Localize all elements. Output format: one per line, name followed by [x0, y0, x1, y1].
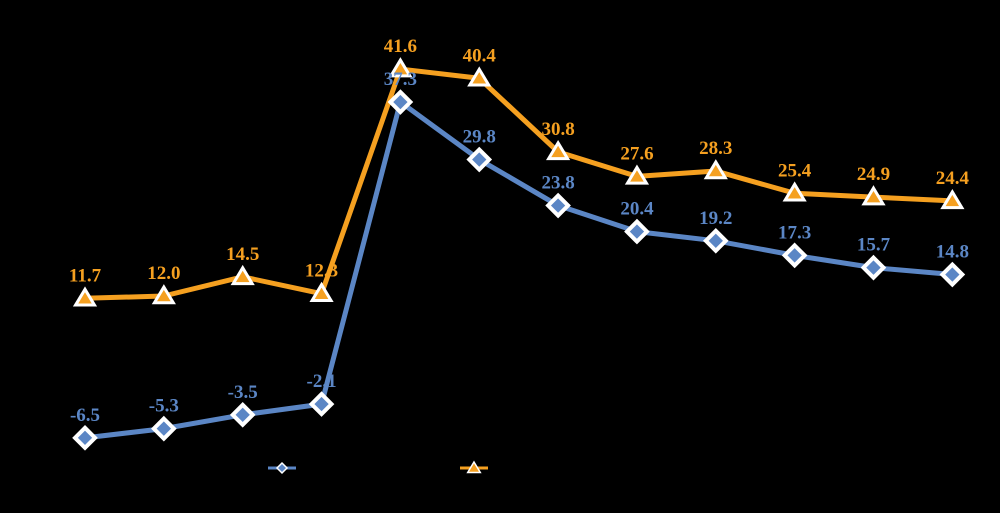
series-0-data-label-6: 23.8: [541, 173, 574, 194]
series-0-data-label-0: -6.5: [70, 405, 100, 426]
series-0-point-2: [229, 402, 256, 428]
series-1-point-3: [309, 281, 334, 302]
series-1-data-label-1: 12.0: [147, 263, 180, 284]
series-1-data-label-3: 12.3: [305, 261, 338, 282]
series-1-data-label-9: 25.4: [778, 160, 812, 181]
series-0-point-5: [466, 146, 493, 173]
series-0-point-0: [72, 425, 98, 451]
series-1-data-label-4: 41.6: [384, 36, 417, 57]
series-1-point-7: [624, 164, 650, 185]
series-0-point-6: [545, 192, 571, 219]
series-0-data-label-5: 29.8: [463, 127, 496, 148]
series-0-data-label-10: 15.7: [857, 235, 891, 256]
legend-swatch-marker-0: [275, 461, 289, 475]
series-1-data-label-8: 28.3: [699, 138, 732, 159]
series-1-point-4: [388, 57, 413, 78]
series-0-line: [82, 99, 955, 441]
series-1-point-2: [230, 264, 255, 286]
legend: [268, 460, 488, 475]
series-1-data-label-5: 40.4: [463, 45, 497, 66]
series-0-data-label-8: 19.2: [699, 208, 732, 229]
series-1-point-6: [546, 139, 571, 161]
series-0-point-11: [939, 261, 966, 288]
series-1-point-5: [467, 66, 492, 87]
series-1-data-label-11: 24.4: [936, 168, 970, 189]
series-1-data-label-7: 27.6: [620, 143, 653, 164]
legend-swatch-marker-1: [466, 460, 482, 474]
series-0-data-label-2: -3.5: [228, 382, 258, 403]
series-0-data-label-1: -5.3: [149, 396, 179, 417]
series-1-line: [82, 66, 955, 301]
series-1-point-10: [861, 185, 886, 206]
series-1-data-label-6: 30.8: [541, 119, 574, 140]
series-1-point-1: [151, 284, 176, 305]
series-0-point-10: [860, 254, 887, 281]
series-1-point-9: [782, 181, 807, 202]
series-1-point-8: [703, 159, 728, 180]
series-layer: -6.5 -5.3 -3.5 -2.1 37.3 29.8 23.8 20.4 19.2 17.3…: [69, 36, 970, 451]
series-0-point-8: [702, 227, 729, 254]
series-0-data-label-7: 20.4: [620, 199, 654, 220]
series-0-data-label-11: 14.8: [936, 242, 969, 263]
series-0-data-label-4: 37.3: [384, 69, 417, 90]
series-0-point-4: [387, 89, 414, 115]
series-1-data-label-10: 24.9: [857, 164, 890, 185]
series-1-point-11: [940, 189, 965, 210]
series-1-point-0: [72, 286, 98, 307]
series-0-data-label-9: 17.3: [778, 222, 811, 243]
series-1-data-label-2: 14.5: [226, 244, 259, 265]
series-0-data-label-3: -2.1: [307, 371, 337, 392]
series-0-point-9: [781, 242, 808, 269]
series-0-point-1: [151, 415, 177, 442]
series-0-point-7: [624, 218, 650, 245]
series-0-point-3: [308, 391, 335, 417]
series-1-data-label-0: 11.7: [69, 265, 102, 286]
